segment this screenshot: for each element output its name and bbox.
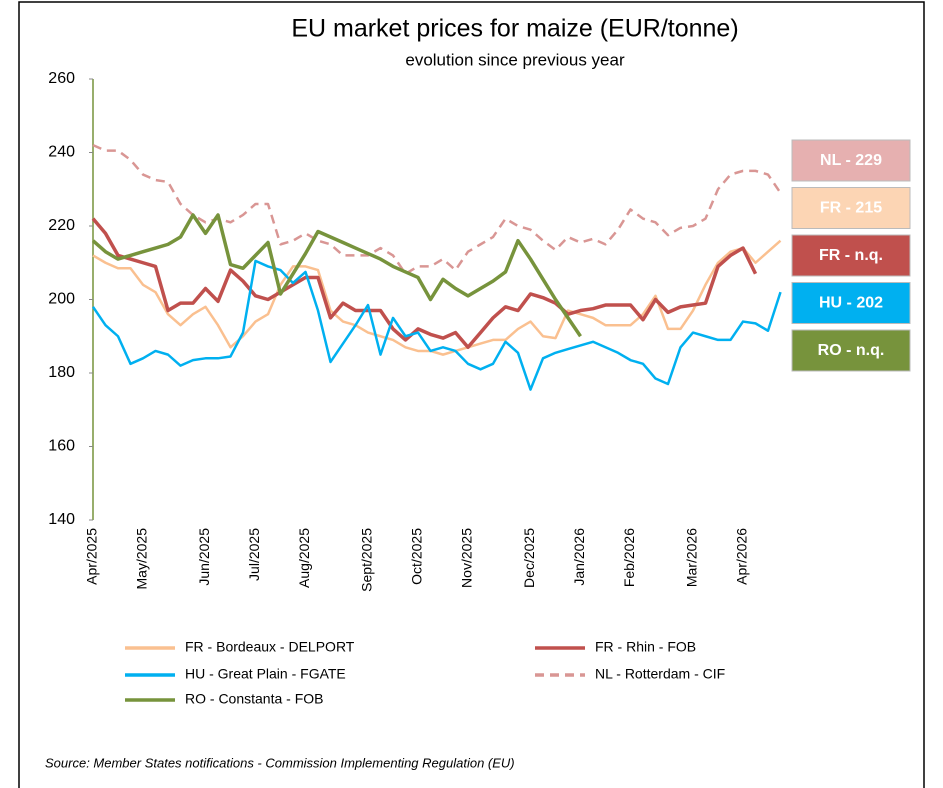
legend-label: FR - Bordeaux - DELPORT (185, 639, 355, 655)
x-tick-label: Mar/2026 (684, 528, 700, 587)
x-tick-label: Dec/2025 (521, 528, 537, 588)
value-box-label: RO - n.q. (818, 342, 885, 359)
series-line (92, 239, 782, 356)
value-box (791, 329, 911, 372)
series-line (91, 259, 782, 391)
y-tick-label: 140 (48, 511, 75, 528)
value-box (791, 187, 911, 229)
legend-label: NL - Rotterdam - CIF (595, 666, 725, 682)
x-tick-label: Aug/2025 (296, 528, 312, 588)
y-tick-label: 200 (48, 291, 75, 308)
y-tick-label: 180 (48, 364, 75, 381)
x-tick-label: Apr/2025 (84, 528, 100, 585)
y-tick-label: 260 (48, 70, 75, 87)
source-note: Source: Member States notifications - Co… (45, 755, 515, 770)
value-box-label: FR - n.q. (819, 247, 883, 264)
legend-label: RO - Constanta - FOB (185, 691, 323, 707)
x-tick-label: Apr/2026 (734, 528, 750, 585)
x-tick-label: Sept/2025 (359, 528, 375, 592)
x-tick-label: Jun/2025 (196, 528, 212, 586)
chart-subtitle: evolution since previous year (405, 50, 625, 69)
series-line (92, 144, 782, 276)
y-tick-label: 160 (48, 438, 75, 455)
value-box-label: FR - 215 (820, 200, 882, 217)
value-box-label: HU - 202 (819, 295, 883, 312)
series-line (91, 217, 758, 350)
y-tick-label: 240 (48, 144, 75, 161)
y-tick-label: 220 (48, 217, 75, 234)
series-line (91, 213, 582, 338)
value-box (791, 282, 911, 324)
x-tick-label: May/2025 (134, 528, 150, 590)
legend-label: FR - Rhin - FOB (595, 639, 696, 655)
chart-frame (18, 1, 925, 788)
chart-title: EU market prices for maize (EUR/tonne) (291, 15, 738, 43)
value-box (791, 139, 911, 182)
x-tick-label: Oct/2025 (409, 528, 425, 585)
legend-label: HU - Great Plain - FGATE (185, 666, 346, 682)
x-tick-label: Feb/2026 (621, 528, 637, 587)
x-tick-label: Jan/2026 (571, 528, 587, 586)
value-box (791, 234, 911, 277)
x-tick-label: Jul/2025 (246, 528, 262, 581)
x-tick-label: Nov/2025 (459, 528, 475, 588)
value-box-label: NL - 229 (820, 152, 882, 169)
